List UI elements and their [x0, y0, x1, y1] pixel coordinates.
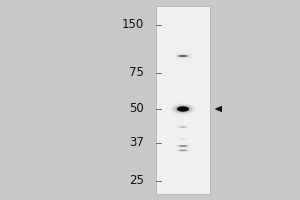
Ellipse shape [179, 138, 187, 140]
Ellipse shape [179, 126, 187, 128]
Ellipse shape [177, 106, 189, 112]
Ellipse shape [175, 125, 191, 129]
Ellipse shape [174, 144, 192, 148]
Ellipse shape [180, 126, 186, 128]
Ellipse shape [178, 55, 188, 57]
Ellipse shape [177, 126, 189, 128]
Ellipse shape [167, 102, 199, 116]
Ellipse shape [174, 105, 192, 113]
Text: 25: 25 [129, 174, 144, 188]
Ellipse shape [173, 149, 193, 152]
Ellipse shape [178, 145, 188, 147]
Ellipse shape [174, 149, 192, 152]
Ellipse shape [179, 126, 187, 128]
Ellipse shape [172, 104, 194, 114]
Text: 37: 37 [129, 137, 144, 150]
Ellipse shape [176, 145, 190, 147]
Ellipse shape [180, 108, 186, 110]
Ellipse shape [177, 55, 189, 57]
Ellipse shape [180, 145, 186, 147]
Ellipse shape [180, 150, 186, 151]
Polygon shape [214, 106, 222, 112]
Ellipse shape [177, 149, 189, 151]
Ellipse shape [178, 55, 188, 57]
Ellipse shape [176, 54, 190, 58]
Ellipse shape [176, 126, 190, 128]
Ellipse shape [178, 138, 188, 140]
Ellipse shape [175, 145, 191, 147]
Ellipse shape [179, 107, 187, 111]
Ellipse shape [177, 138, 189, 140]
Ellipse shape [172, 54, 194, 58]
Ellipse shape [181, 150, 185, 151]
Ellipse shape [178, 145, 188, 147]
Ellipse shape [179, 145, 187, 147]
Ellipse shape [175, 54, 191, 58]
Ellipse shape [178, 150, 188, 151]
Text: 50: 50 [129, 102, 144, 116]
Bar [156, 6, 210, 194]
Text: 75: 75 [129, 66, 144, 79]
Ellipse shape [176, 149, 190, 152]
Ellipse shape [180, 55, 186, 57]
Ellipse shape [173, 144, 193, 148]
Ellipse shape [179, 150, 187, 151]
Text: 150: 150 [122, 19, 144, 31]
Ellipse shape [179, 150, 187, 151]
Ellipse shape [173, 54, 193, 58]
Ellipse shape [169, 103, 197, 115]
Ellipse shape [177, 106, 189, 112]
Ellipse shape [171, 104, 195, 114]
Ellipse shape [178, 126, 188, 128]
Ellipse shape [176, 106, 190, 112]
